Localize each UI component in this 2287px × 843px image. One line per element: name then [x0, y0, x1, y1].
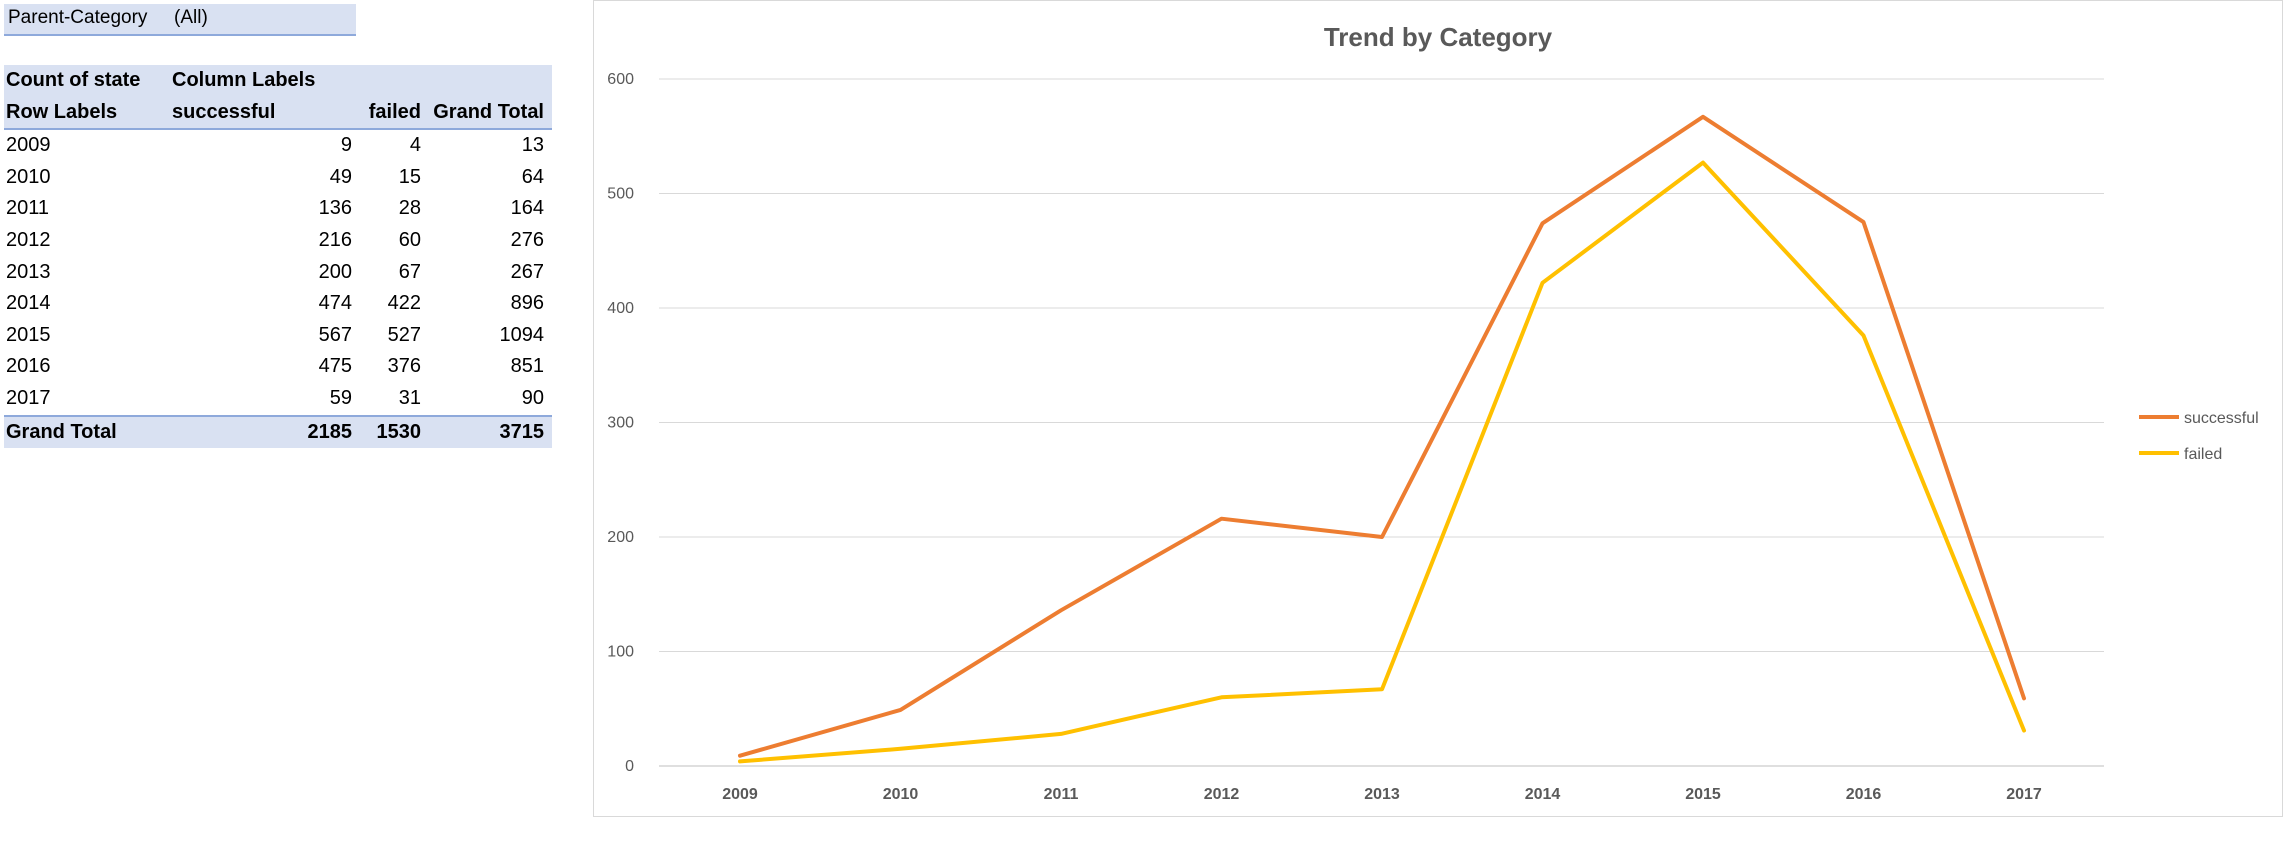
- series-line-successful: [738, 114, 2026, 758]
- row-label: 2014: [6, 292, 51, 315]
- table-row: 2009 9 4 13: [4, 130, 552, 162]
- column-header-failed: failed: [368, 100, 421, 123]
- x-tick-label: 2013: [1364, 786, 1400, 803]
- cell-failed: 67: [398, 260, 421, 283]
- y-tick-label: 200: [607, 529, 634, 546]
- cell-failed: 527: [387, 323, 421, 346]
- grand-total-row: Grand Total 2185 1530 3715: [4, 414, 552, 449]
- table-row: 2015 567 527 1094: [4, 320, 552, 352]
- y-tick-label: 300: [607, 415, 634, 432]
- y-tick-label: 100: [607, 644, 634, 661]
- row-labels-dropdown[interactable]: Row Labels: [6, 100, 118, 123]
- table-row: 2012 216 60 276: [4, 225, 552, 257]
- cell-grand-total: 896: [510, 292, 544, 315]
- cell-successful: 567: [318, 323, 352, 346]
- grand-total-label: Grand Total: [6, 420, 117, 443]
- cell-failed: 31: [398, 386, 421, 409]
- column-header-grand-total: Grand Total: [433, 100, 544, 123]
- pivot-header-row: Count of state Column Labels: [4, 65, 552, 97]
- row-label: 2016: [6, 355, 51, 378]
- cell-failed: 15: [398, 165, 421, 188]
- row-label: 2015: [6, 323, 51, 346]
- x-tick-label: 2016: [1846, 786, 1882, 803]
- cell-grand-total: 13: [521, 134, 544, 157]
- table-row: 2014 474 422 896: [4, 288, 552, 320]
- row-label: 2011: [6, 197, 50, 220]
- column-header-successful: successful: [172, 100, 276, 123]
- cell-grand-total: 90: [521, 386, 544, 409]
- cell-grand-total: 1094: [499, 323, 545, 346]
- row-label: 2010: [6, 165, 51, 188]
- x-tick-label: 2012: [1204, 786, 1240, 803]
- cell-grand-total: 851: [510, 355, 544, 378]
- gridlines: [659, 78, 2104, 767]
- pivot-table: Count of state Column Labels Row Labels …: [4, 65, 552, 449]
- cell-grand-total: 267: [510, 260, 544, 283]
- row-label: 2017: [6, 386, 51, 409]
- cell-failed: 4: [409, 134, 421, 157]
- series-line-failed: [738, 160, 2026, 764]
- grand-total-all: 3715: [499, 420, 545, 443]
- cell-grand-total: 64: [521, 165, 544, 188]
- cell-successful: 59: [329, 386, 352, 409]
- table-row: 2011 136 28 164: [4, 193, 552, 225]
- grand-total-successful: 2185: [307, 420, 353, 443]
- table-row: 2010 49 15 64: [4, 162, 552, 194]
- x-tick-label: 2015: [1685, 786, 1721, 803]
- x-tick-label: 2014: [1525, 786, 1561, 803]
- cell-successful: 49: [329, 165, 352, 188]
- row-label: 2012: [6, 228, 51, 251]
- x-axis-ticks: 2009 2010 2011 2012 2013 2014 2015 2016 2017: [722, 786, 2042, 803]
- filter-label: Parent-Category: [8, 7, 148, 28]
- y-tick-label: 0: [625, 758, 634, 775]
- table-row: 2017 59 31 90: [4, 383, 552, 415]
- cell-grand-total: 276: [510, 228, 544, 251]
- line-chart[interactable]: Trend by Category 0 100 200 300 400 500 600 20…: [593, 0, 2283, 817]
- cell-failed: 28: [398, 197, 421, 220]
- cell-successful: 475: [318, 355, 352, 378]
- row-label: 2013: [6, 260, 51, 283]
- cell-successful: 216: [318, 228, 352, 251]
- y-tick-label: 500: [607, 186, 634, 203]
- row-label: 2009: [6, 134, 51, 157]
- x-tick-label: 2009: [722, 786, 758, 803]
- chart-canvas: Trend by Category 0 100 200 300 400 500 600 20…: [607, 22, 2259, 803]
- y-tick-label: 400: [607, 300, 634, 317]
- filter-value[interactable]: (All): [174, 7, 208, 28]
- chart-title: Trend by Category: [1324, 22, 1553, 52]
- cell-failed: 376: [387, 355, 421, 378]
- table-row: 2013 200 67 267: [4, 257, 552, 289]
- cell-successful: 136: [318, 197, 352, 220]
- legend-label-successful: successful: [2184, 410, 2259, 427]
- pivot-column-header-row: Row Labels successful failed Grand Total: [4, 96, 552, 131]
- cell-successful: 474: [318, 292, 352, 315]
- x-tick-label: 2010: [883, 786, 919, 803]
- cell-failed: 60: [398, 228, 421, 251]
- x-tick-label: 2011: [1044, 786, 1079, 803]
- series-lines: [738, 114, 2026, 764]
- x-tick-label: 2017: [2006, 786, 2042, 803]
- legend[interactable]: successful failed: [2139, 410, 2259, 463]
- legend-label-failed: failed: [2184, 446, 2222, 463]
- cell-successful: 9: [340, 134, 352, 157]
- cell-failed: 422: [387, 292, 421, 315]
- cell-successful: 200: [318, 260, 352, 283]
- value-field-label: Count of state: [6, 69, 141, 91]
- cell-grand-total: 164: [510, 197, 544, 220]
- y-tick-label: 600: [607, 71, 634, 88]
- column-labels-dropdown[interactable]: Column Labels: [172, 69, 316, 91]
- y-axis-ticks: 0 100 200 300 400 500 600: [607, 71, 634, 775]
- grand-total-failed: 1530: [376, 420, 422, 443]
- table-row: 2016 475 376 851: [4, 351, 552, 383]
- report-filter[interactable]: Parent-Category (All): [4, 4, 356, 36]
